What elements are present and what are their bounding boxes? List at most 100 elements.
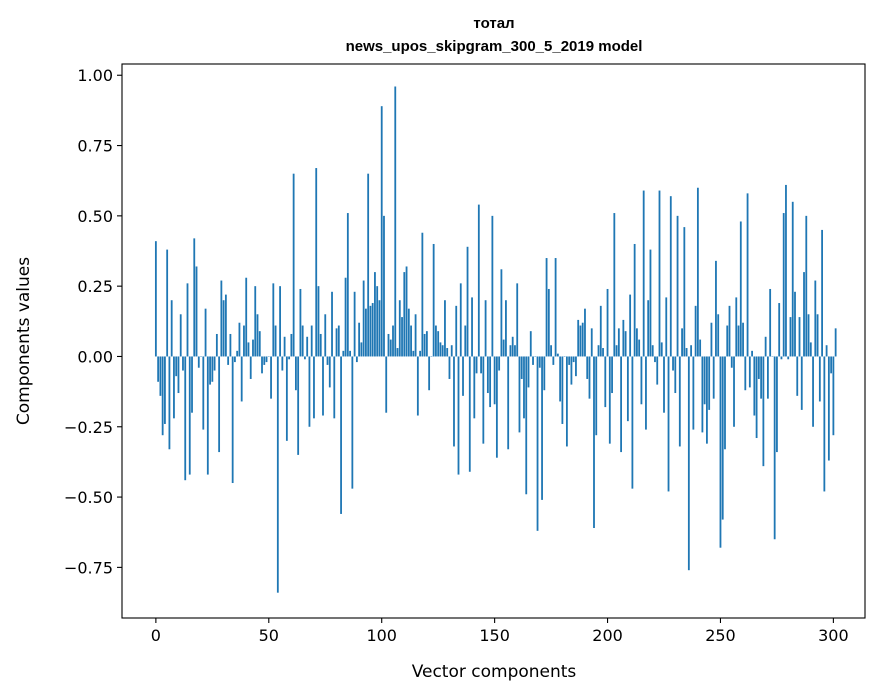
bar-285	[798, 317, 801, 357]
bar-271	[766, 356, 769, 399]
bar-151	[495, 356, 498, 458]
bar-197	[599, 305, 602, 357]
bar-272	[769, 288, 772, 357]
bar-140	[471, 297, 473, 357]
bar-192	[588, 356, 591, 399]
bar-25	[211, 356, 214, 382]
bar-283	[794, 291, 796, 357]
bar-123	[432, 243, 435, 357]
bar-261	[744, 356, 747, 391]
bar-237	[690, 345, 693, 357]
bar-177	[554, 258, 557, 357]
bar-290	[809, 342, 812, 357]
bar-229	[672, 356, 674, 371]
bar-183	[568, 356, 571, 365]
bar-176	[552, 356, 555, 365]
bar-132	[453, 356, 455, 447]
bar-4	[164, 356, 166, 424]
bar-131	[450, 345, 453, 357]
bar-5	[166, 249, 169, 357]
bar-89	[355, 356, 358, 363]
bar-148	[489, 356, 492, 408]
bar-84	[344, 277, 347, 357]
bar-45	[256, 314, 259, 357]
bar-242	[701, 356, 704, 433]
bar-135	[459, 283, 462, 357]
bar-96	[371, 303, 374, 357]
bar-51	[270, 356, 272, 399]
bar-256	[733, 356, 735, 427]
bar-295	[821, 229, 823, 357]
bar-12	[182, 356, 184, 371]
bar-150	[493, 356, 496, 405]
bar-196	[597, 345, 600, 357]
bar-284	[796, 356, 799, 396]
bar-133	[455, 305, 458, 357]
bar-167	[532, 356, 534, 365]
bar-34	[231, 356, 234, 484]
bar-78	[331, 291, 333, 357]
x-tick-label: 250	[705, 626, 736, 645]
bar-278	[782, 213, 785, 357]
bar-76	[326, 356, 329, 365]
bar-87	[351, 356, 354, 489]
x-tick-label: 200	[592, 626, 623, 645]
bar-32	[227, 356, 230, 365]
bar-211	[631, 356, 634, 489]
bar-172	[543, 356, 546, 391]
bar-14	[186, 283, 189, 357]
x-tick-label: 150	[479, 626, 510, 645]
bar-33	[229, 333, 232, 357]
bar-220	[651, 345, 654, 357]
bar-74	[322, 356, 324, 416]
bar-145	[482, 356, 485, 444]
bar-27	[215, 333, 218, 357]
bar-88	[353, 291, 356, 357]
bar-159	[514, 345, 516, 357]
bar-139	[468, 356, 471, 472]
bar-73	[319, 333, 322, 357]
bar-137	[464, 325, 467, 357]
y-tick-label: 0.50	[77, 207, 113, 226]
bar-115	[414, 314, 417, 357]
bar-71	[315, 168, 318, 357]
bar-178	[556, 353, 559, 357]
bar-247	[712, 356, 715, 399]
bar-77	[328, 356, 331, 388]
bar-257	[735, 297, 738, 357]
bar-193	[590, 328, 593, 357]
bar-180	[561, 356, 564, 424]
x-tick-label: 0	[151, 626, 161, 645]
bar-190	[584, 308, 586, 357]
bar-69	[310, 325, 313, 357]
bar-152	[498, 356, 501, 371]
bar-298	[827, 356, 830, 461]
bar-79	[333, 356, 336, 419]
bar-91	[360, 342, 363, 357]
bar-15	[188, 356, 191, 475]
bar-187	[577, 319, 580, 357]
bar-24	[209, 356, 211, 385]
bar-103	[387, 333, 390, 357]
bar-60	[290, 333, 293, 357]
bar-18	[195, 266, 198, 357]
bar-121	[428, 356, 431, 391]
bar-186	[575, 356, 577, 377]
y-tick-label: 1.00	[77, 66, 113, 85]
bar-248	[715, 260, 717, 357]
bar-72	[317, 286, 320, 357]
bar-39	[243, 325, 245, 357]
bar-227	[667, 356, 670, 492]
bar-63	[297, 356, 300, 455]
bar-70	[313, 356, 315, 419]
bar-13	[184, 356, 187, 481]
bar-171	[541, 356, 543, 500]
bar-81	[337, 325, 340, 357]
bar-141	[473, 356, 476, 419]
bar-95	[369, 305, 372, 357]
bar-19	[197, 356, 200, 368]
bar-245	[708, 356, 711, 410]
bar-175	[550, 345, 552, 357]
bar-163	[523, 356, 525, 419]
